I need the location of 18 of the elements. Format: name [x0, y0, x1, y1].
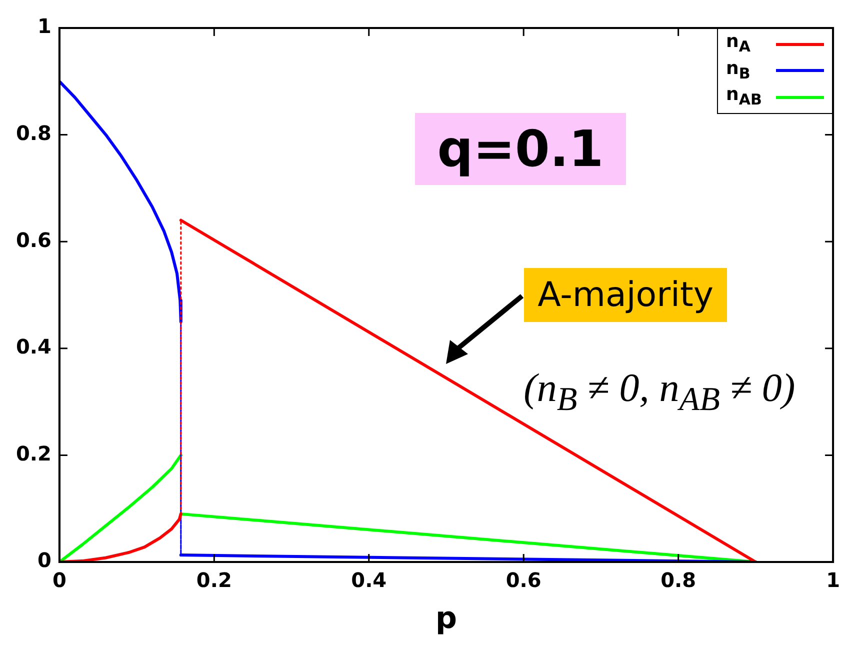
y-tick-label: 1 — [38, 14, 52, 38]
x-axis-title: p — [435, 600, 457, 636]
annotation: (n$_{B}$ ≠ 0, n$_{AB}$ ≠ 0) — [524, 364, 796, 420]
y-tick-label: 0.8 — [16, 121, 52, 146]
x-tick-label: 0.6 — [506, 568, 542, 592]
x-tick-label: 0.8 — [660, 568, 696, 592]
annotation: A-majority — [524, 268, 728, 322]
legend-label: n$_{AB}$ — [726, 84, 763, 111]
legend-label: n$_{B}$ — [726, 58, 752, 84]
x-tick-label: 0.4 — [351, 568, 387, 592]
x-tick-label: 1 — [826, 568, 840, 592]
y-tick-label: 0.4 — [16, 334, 52, 359]
y-tick-label: 0 — [38, 548, 52, 572]
annotation: q=0.1 — [415, 113, 626, 186]
y-tick-label: 0.6 — [16, 228, 52, 252]
legend-label: n$_{A}$ — [726, 31, 752, 58]
y-tick-label: 0.2 — [16, 441, 52, 466]
x-tick-label: 0.2 — [196, 568, 232, 592]
